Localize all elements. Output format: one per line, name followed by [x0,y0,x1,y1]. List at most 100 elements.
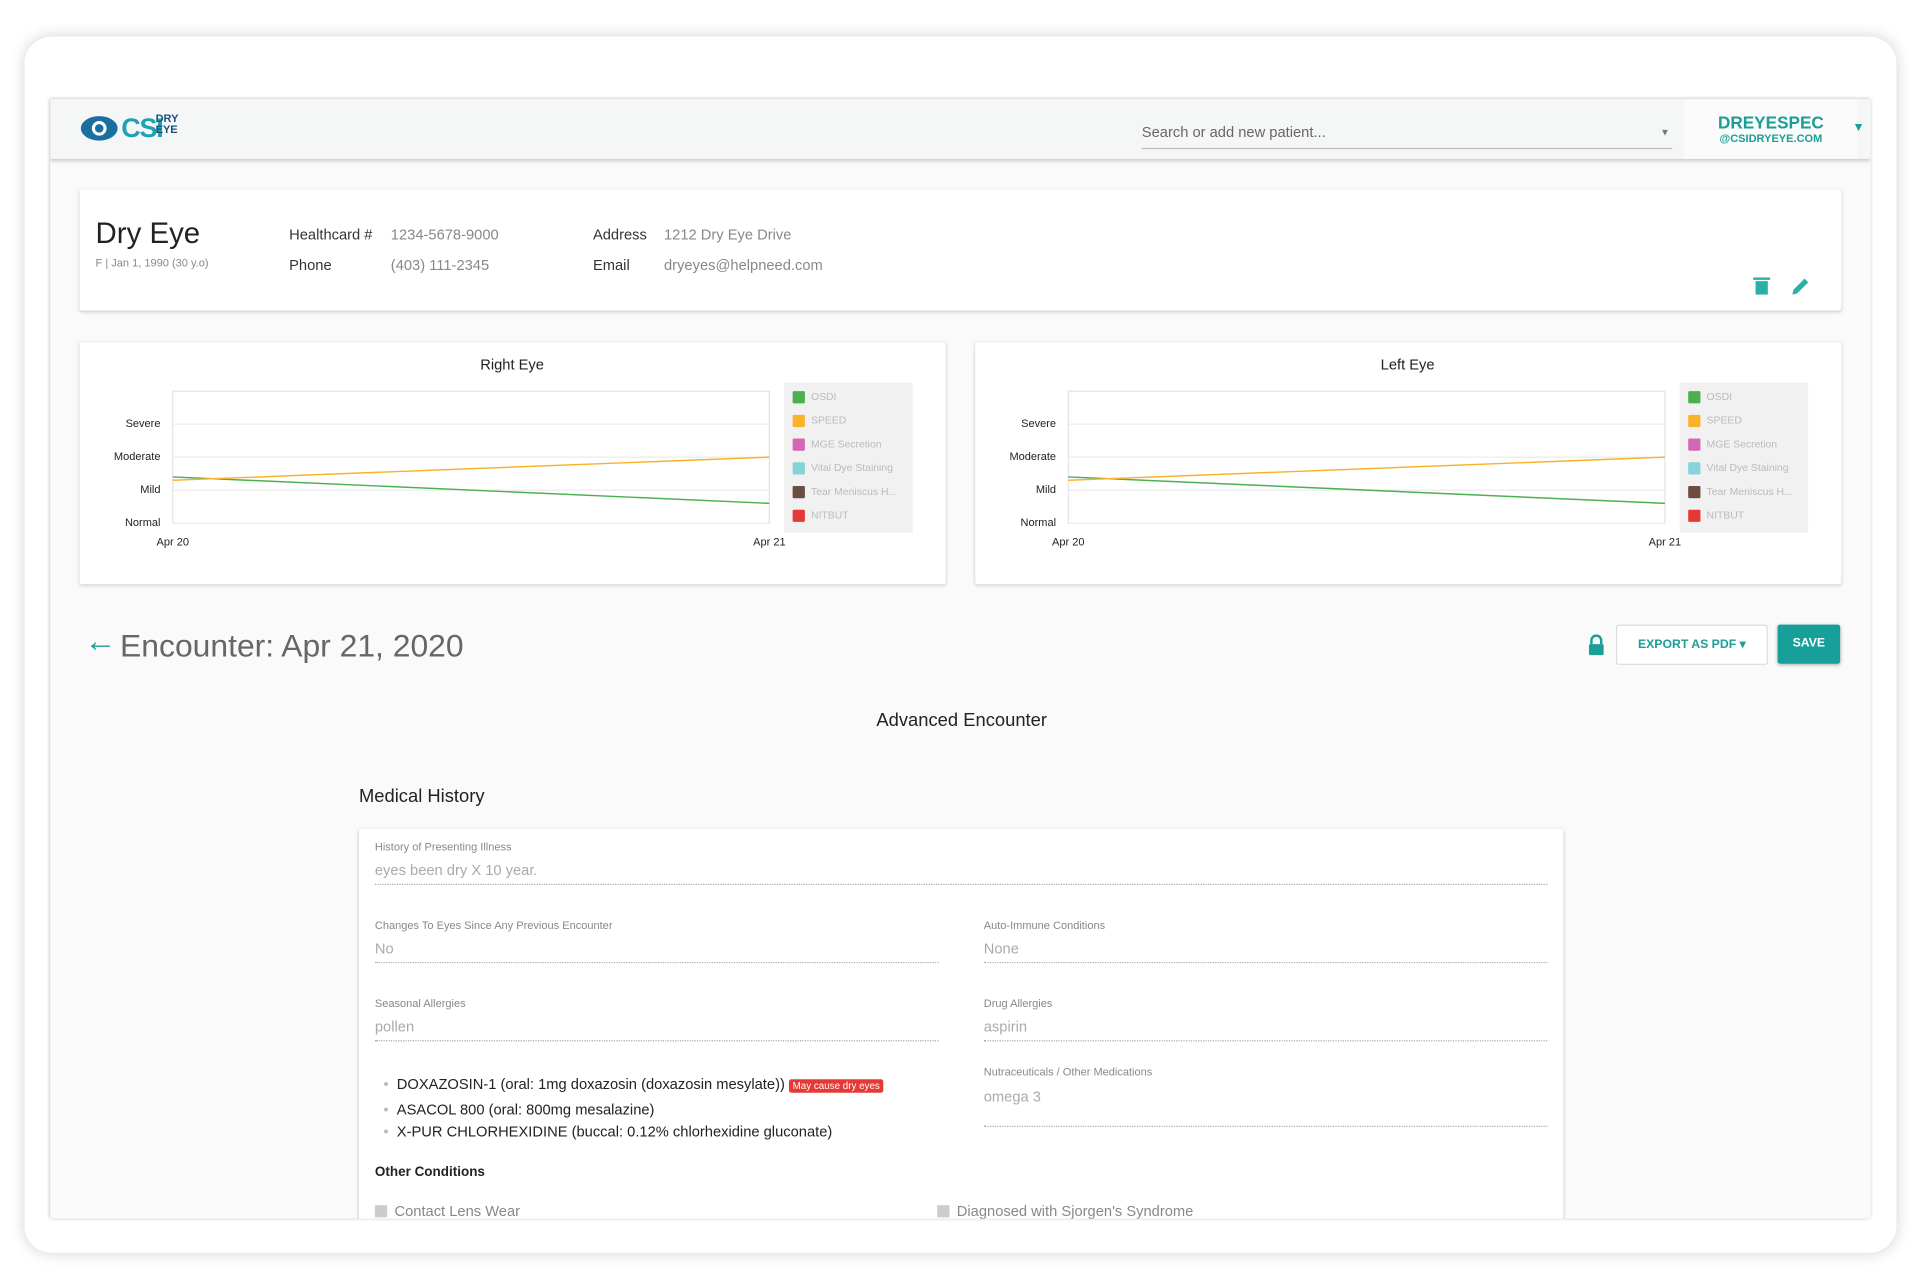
legend-swatch [1688,509,1701,522]
field-label: Phone [289,256,332,274]
legend-swatch [792,438,805,451]
legend-swatch [792,509,805,522]
export-label: EXPORT AS PDF [1637,638,1737,652]
account-menu[interactable]: DREYESPEC @CSIDRYEYE.COM ▼ [1684,99,1865,159]
checkbox[interactable]: Contact Lens Wear [374,1202,521,1219]
form-value[interactable]: None [983,939,1019,958]
series-line [1068,476,1665,505]
field-value: 1212 Dry Eye Drive [664,226,792,244]
legend-label: Tear Meniscus H... [1707,487,1793,498]
legend-label: SPEED [811,416,846,427]
logo-bottom: EYE [155,123,178,136]
legend-swatch [1688,414,1701,428]
form-label: History of Presenting Illness [374,840,512,854]
y-tick-label: Normal [125,517,160,529]
field-value: 1234-5678-9000 [390,226,499,244]
legend-label: Vital Dye Staining [1707,463,1789,474]
app-screen: CSI DRY EYE Search or add new patient... ▼… [50,99,1871,1219]
y-tick-label: Moderate [114,451,161,463]
encounter-title: Encounter: Apr 21, 2020 [120,627,464,664]
medication-text: ASACOL 800 (oral: 800mg mesalazine) [396,1100,655,1118]
underline [983,961,1548,964]
chart-title: Left Eye [1381,357,1435,373]
checkbox-label: Diagnosed with Sjorgen's Syndrome [956,1202,1194,1219]
y-tick-label: Moderate [1009,451,1056,463]
legend-label: OSDI [1707,392,1732,403]
checkbox[interactable]: Diagnosed with Sjorgen's Syndrome [937,1203,1193,1219]
legend-box [1679,382,1809,533]
y-tick-label: Severe [126,418,161,430]
medication-list: • DOXAZOSIN-1 (oral: 1mg doxazosin (doxa… [383,1073,884,1143]
underline [983,1125,1548,1127]
underline [983,1040,1548,1042]
series-line [172,456,770,481]
field-label: Healthcard # [289,226,373,244]
checkbox-label: Contact Lens Wear [394,1202,521,1219]
logo-top: DRY [155,112,179,125]
legend-swatch [792,391,805,404]
field-value: dryeyes@helpneed.com [664,256,823,274]
lock-icon[interactable] [1588,634,1605,656]
save-button[interactable]: SAVE [1777,624,1841,664]
logo-sub: DRY EYE [155,112,179,136]
field-value: (403) 111-2345 [390,256,490,274]
legend-label: MGE Secretion [1707,439,1778,450]
export-button[interactable]: EXPORT AS PDF ▾ [1615,624,1768,665]
chart-card: Left Eye Normal Mild Moderate Severe Apr 20 Ap… [975,342,1842,585]
underline [374,883,1548,885]
field-label: Email [592,256,630,274]
account-caret: ▼ [1852,121,1865,135]
app-bar: CSI DRY EYE Search or add new patient... ▼… [50,99,1871,159]
chart-card: Right Eye Normal Mild Moderate Severe Apr 20 A… [79,342,946,585]
form-label: Changes To Eyes Since Any Previous Encou… [374,919,613,932]
patient-details: F | Jan 1, 1990 (30 y.o) [95,256,209,269]
underline [374,961,939,964]
form-label: Seasonal Allergies [374,997,466,1010]
form-card: History of Presenting Illness eyes been … [358,828,1564,1219]
delete-button[interactable] [1753,276,1771,296]
y-tick-label: Mild [1036,484,1056,496]
search-input[interactable]: Search or add new patient... ▼ [1141,123,1673,150]
encounter-subtitle: Advanced Encounter [876,710,1048,731]
dropdown-icon: ▼ [1660,127,1670,139]
form-value[interactable]: omega 3 [983,1087,1041,1105]
legend-swatch [1688,485,1701,499]
medication: • X-PUR CHLORHEXIDINE (buccal: 0.12% chl… [383,1123,833,1141]
field-label: Address [592,226,647,244]
legend-label: NITBUT [811,511,849,522]
patient-card: Dry Eye F | Jan 1, 1990 (30 y.o) Healthc… [79,189,1842,311]
legend-swatch [1688,438,1701,451]
edit-button[interactable] [1791,276,1811,296]
chart: Left Eye Normal Mild Moderate Severe Apr 20 Ap… [1009,357,1809,549]
form-label: Auto-Immune Conditions [983,919,1106,932]
series-line [1068,456,1665,481]
form-value[interactable]: eyes been dry X 10 year. [374,861,538,879]
form-value[interactable]: pollen [374,1018,415,1036]
legend-label: NITBUT [1707,511,1745,522]
legend-swatch [792,414,805,428]
form-label: Nutraceuticals / Other Medications [983,1065,1153,1079]
form-value[interactable]: No [374,939,394,958]
user-email: @CSIDRYEYE.COM [1719,132,1823,145]
legend-label: Tear Meniscus H... [811,487,897,498]
form-value[interactable]: aspirin [983,1018,1028,1036]
chart: Right Eye Normal Mild Moderate Severe Apr 20 A… [114,357,913,549]
legend-label: SPEED [1707,416,1742,427]
patient-name: Dry Eye [95,217,201,251]
logo-text: CSI [121,112,163,144]
user-name: DREYESPEC [1717,112,1824,133]
legend-swatch [1688,462,1701,475]
legend-label: OSDI [811,392,836,403]
legend-label: Vital Dye Staining [811,463,893,474]
x-tick-label: Apr 20 [157,537,189,549]
y-tick-label: Normal [1021,517,1056,529]
form-label: Drug Allergies [983,997,1053,1010]
logo-icon [80,116,118,141]
warning-badge: May cause dry eyes [788,1079,884,1093]
legend-swatch [1688,391,1701,404]
series-line [172,476,770,505]
back-button[interactable]: ← [84,622,117,659]
x-tick-label: Apr 20 [1052,537,1084,549]
